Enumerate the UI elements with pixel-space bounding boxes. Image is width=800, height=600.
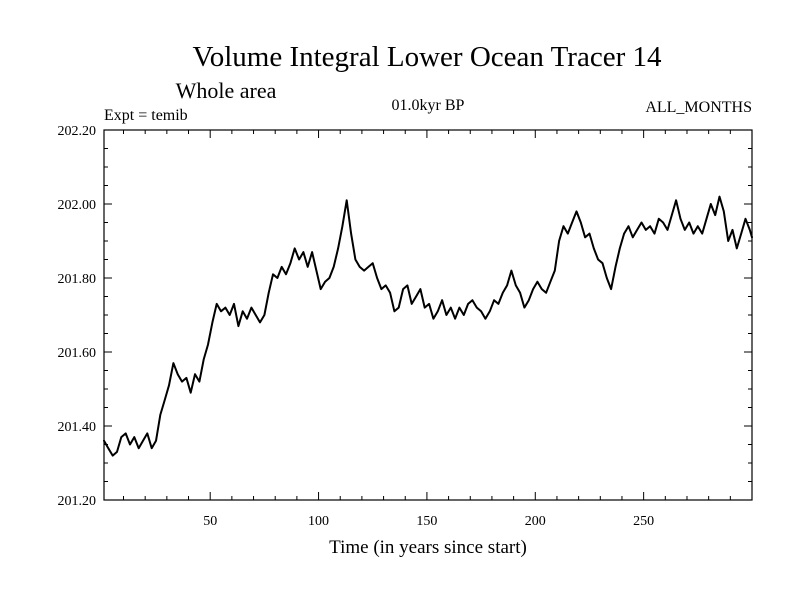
x-tick-label: 50 <box>203 514 217 529</box>
x-axis-label: Time (in years since start) <box>329 537 527 558</box>
y-tick-label: 201.20 <box>58 494 97 509</box>
annotation-time: 01.0kyr BP <box>392 97 465 114</box>
chart-subtitle: Whole area <box>176 78 277 103</box>
y-tick-label: 201.40 <box>58 420 97 435</box>
y-tick-label: 202.20 <box>58 124 97 139</box>
x-tick-label: 100 <box>308 514 329 529</box>
y-tick-label: 201.80 <box>58 272 97 287</box>
data-series-line <box>103 195 753 457</box>
x-tick-label: 250 <box>633 514 654 529</box>
x-tick-label: 200 <box>525 514 546 529</box>
plot-frame <box>103 129 753 501</box>
annotation-months: ALL_MONTHS <box>645 99 752 116</box>
annotation-expt: Expt = temib <box>104 107 188 124</box>
y-tick-labels: 201.20 201.40 201.60 201.80 202.00 202.20 <box>58 124 97 509</box>
y-tick-label: 202.00 <box>58 198 97 213</box>
x-tick-label: 150 <box>416 514 437 529</box>
x-tick-labels: 50 100 150 200 250 <box>203 514 654 529</box>
y-tick-label: 201.60 <box>58 346 97 361</box>
axis-ticks <box>104 129 752 501</box>
chart-title: Volume Integral Lower Ocean Tracer 14 <box>193 41 662 73</box>
